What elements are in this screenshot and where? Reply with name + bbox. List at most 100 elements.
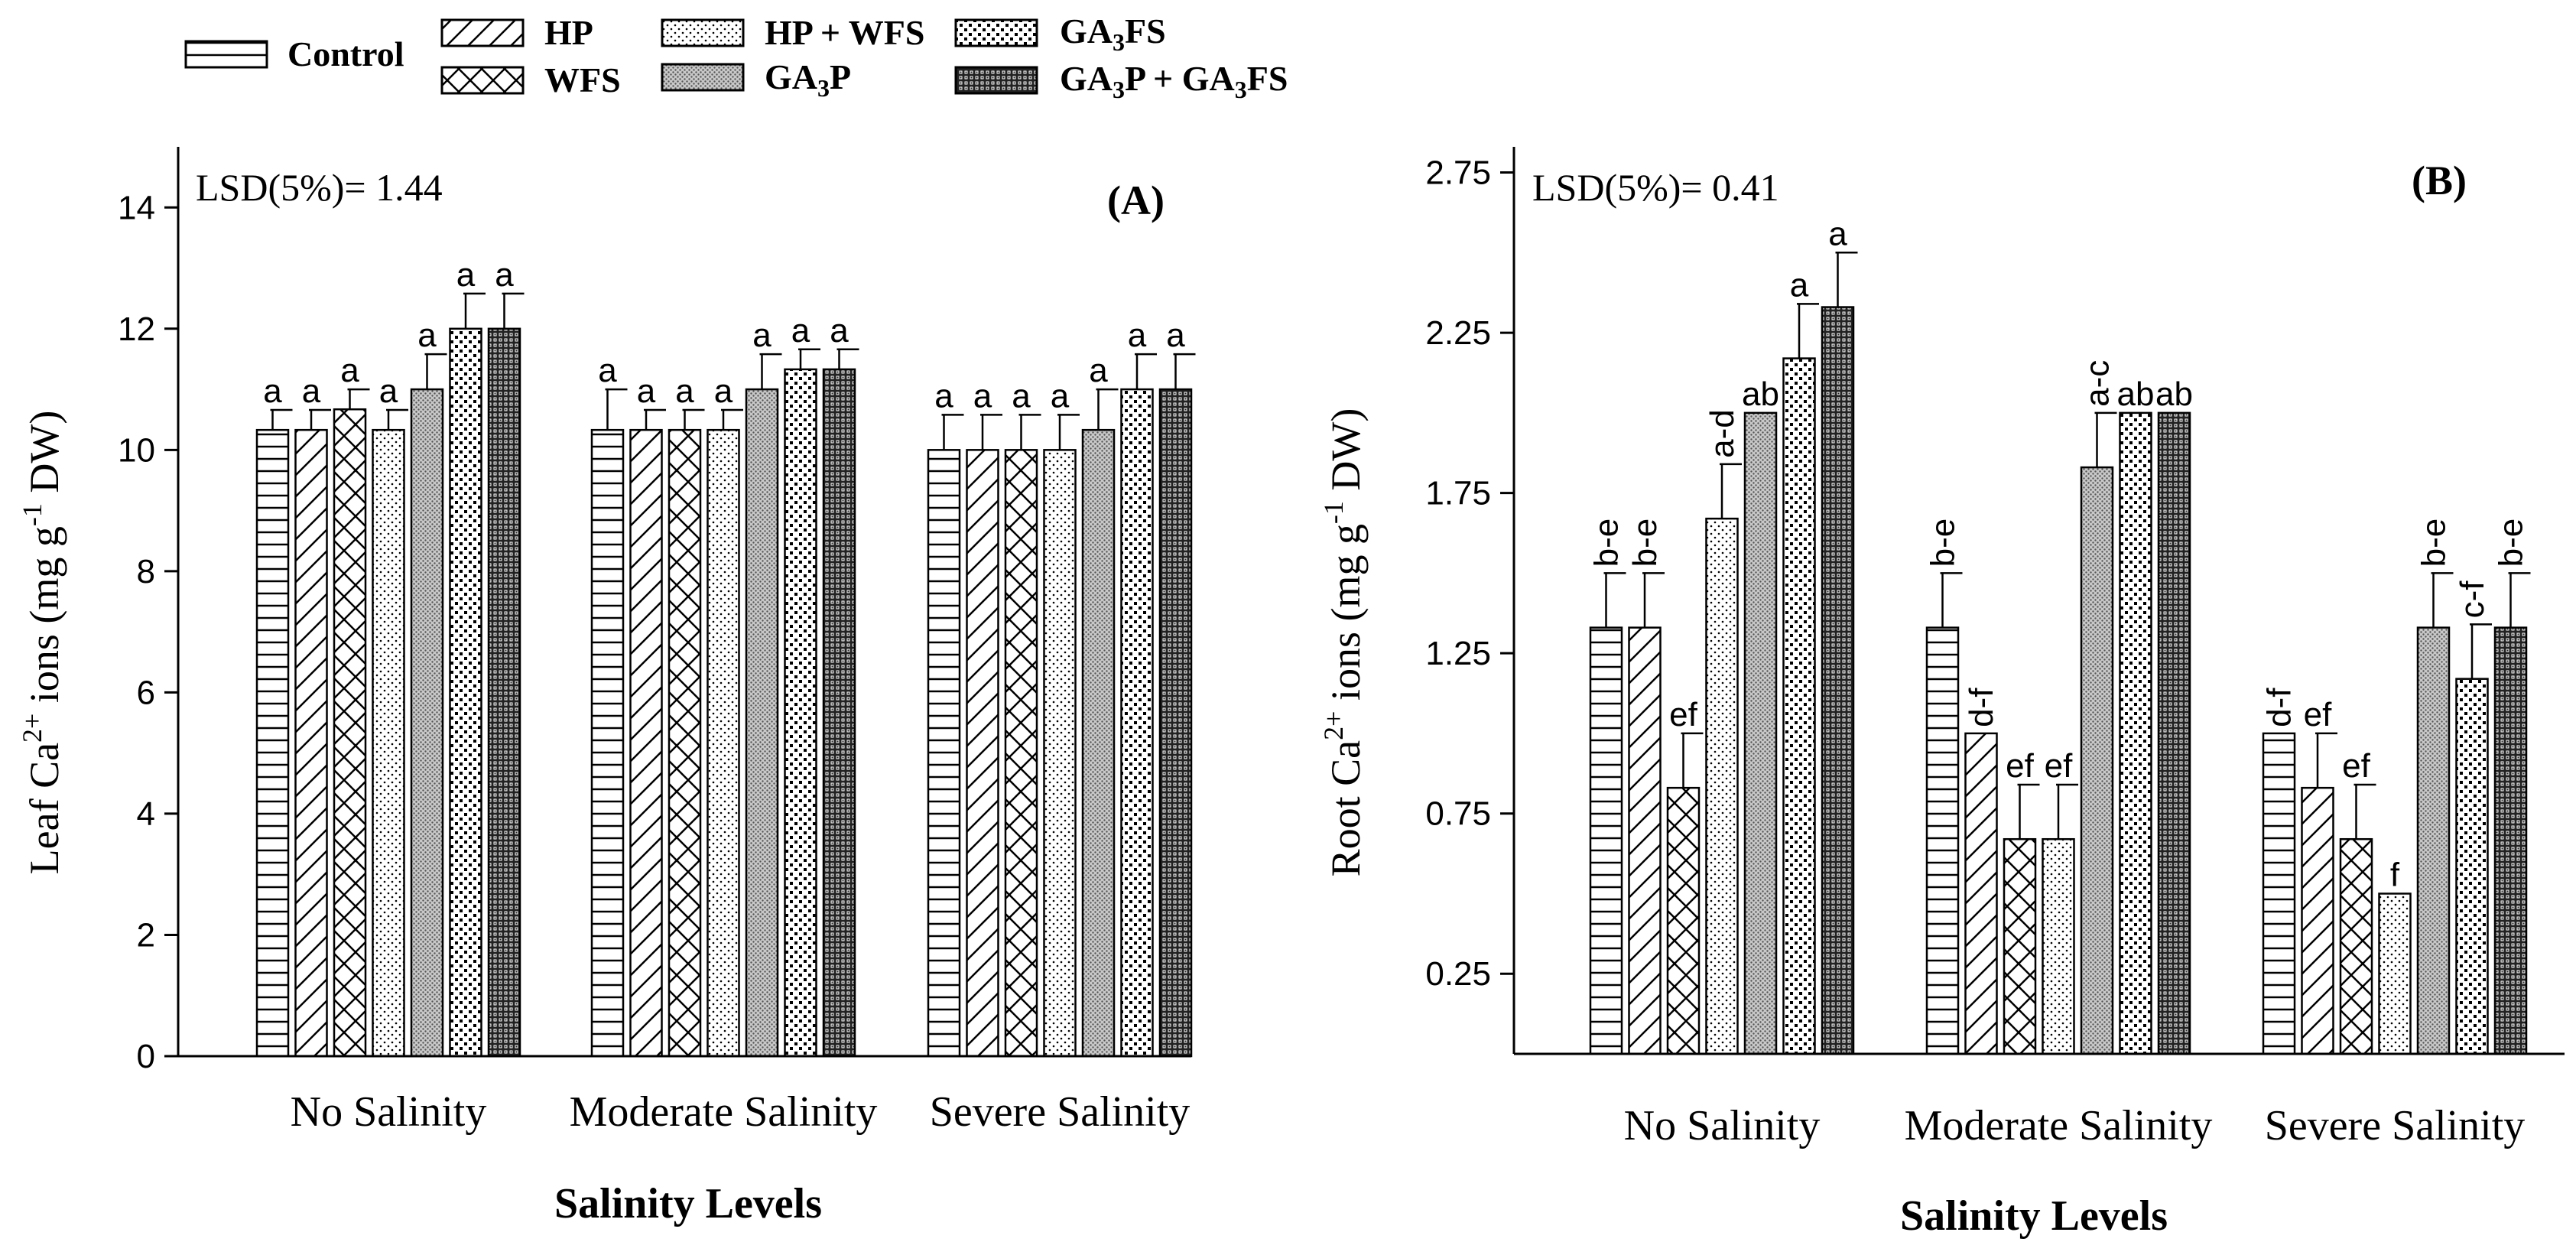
panel-b-sig-letter: a bbox=[1790, 266, 1809, 304]
panel-b-category-label: Severe Salinity bbox=[2265, 1102, 2526, 1149]
panel-a-bar-control bbox=[255, 428, 290, 1058]
panel-a-bar-ga3p-ga3fs bbox=[1158, 388, 1193, 1058]
panel-a-bar-hp-wfs bbox=[707, 428, 740, 1058]
legend-item-wfs: WFS bbox=[440, 60, 621, 99]
panel-b-bar-ga3p bbox=[2416, 626, 2451, 1055]
legend-swatch-ga3p-ga3fs bbox=[954, 66, 1038, 95]
panel-b-ytick-label: 2.25 bbox=[1425, 314, 1491, 352]
panel-a-sig-letter: a bbox=[752, 317, 772, 354]
panel-a-bar-ga3fs bbox=[784, 368, 817, 1058]
panel-a-bar-hp bbox=[629, 428, 663, 1058]
panel-b-xlabel: Salinity Levels bbox=[1900, 1192, 2168, 1240]
panel-b-ylabel: Root Ca2+ ions (mg g-1 DW) bbox=[1318, 408, 1369, 877]
panel-a-sig-letter: a bbox=[1166, 317, 1185, 354]
panel-a-sig-letter: a bbox=[302, 372, 321, 410]
panel-a-sig-letter: a bbox=[973, 377, 992, 415]
panel-a-bar-control bbox=[927, 449, 961, 1058]
panel-b-bar-control bbox=[1925, 626, 1960, 1055]
panel-b-sig-letter: c-f bbox=[2454, 580, 2491, 619]
panel-b-sig-letter: b-e bbox=[1588, 519, 1626, 567]
legend-swatch-hp-wfs bbox=[661, 18, 745, 47]
panel-a-category-label: No Salinity bbox=[291, 1088, 487, 1136]
legend-label-ga3fs: GA3FS bbox=[1060, 11, 1166, 56]
panel-a-bar-ga3p bbox=[1081, 428, 1116, 1058]
panel-b-ytick-label: 2.75 bbox=[1425, 154, 1491, 192]
panel-a-bar-control bbox=[590, 428, 625, 1058]
panel-a-bar-hp-wfs bbox=[1043, 449, 1077, 1058]
panel-b-bar-hp-wfs bbox=[1705, 517, 1739, 1055]
panel-a-ytick-label: 6 bbox=[137, 674, 155, 711]
panel-a-axes: 0 2 4 6 8 10 12 14 No Salinity Moderate Salinity S… bbox=[118, 147, 1191, 1136]
legend-swatch-wfs bbox=[440, 66, 525, 95]
panel-b-sig-letter: d-f bbox=[1963, 688, 2000, 727]
panel-a-sig-letter: a bbox=[1012, 377, 1031, 415]
panel-b-sig-letter: a bbox=[1828, 215, 1847, 252]
panel-a-bar-wfs bbox=[668, 428, 702, 1058]
panel-a-bar-wfs bbox=[333, 408, 367, 1058]
legend-label-ga3p-ga3fs: GA3P + GA3FS bbox=[1060, 59, 1288, 103]
legend: Control HP WFS HP + WFS GA3P GA3FS GA3P … bbox=[184, 11, 1288, 103]
panel-b-bar-hp bbox=[2301, 786, 2334, 1055]
panel-a-sig-letter: a bbox=[456, 256, 476, 294]
panel-a-sig-letter: a bbox=[1051, 377, 1070, 415]
panel-a-bar-ga3p-ga3fs bbox=[822, 368, 856, 1058]
legend-item-hp: HP bbox=[440, 13, 593, 52]
panel-b-sig-letter: a-d bbox=[1704, 409, 1741, 458]
panel-b-ytick-label: 1.75 bbox=[1425, 475, 1491, 512]
panel-a-sig-letter: a bbox=[379, 372, 398, 410]
panel-a-xlabel: Salinity Levels bbox=[554, 1180, 822, 1227]
panel-a-bar-wfs bbox=[1004, 449, 1038, 1058]
panel-a-sig-letter: a bbox=[714, 372, 733, 410]
panel-a-bar-ga3fs bbox=[449, 327, 482, 1058]
panel-b-bar-hp-wfs bbox=[2378, 892, 2412, 1055]
legend-swatch-control bbox=[184, 40, 268, 69]
legend-item-ga3p-ga3fs: GA3P + GA3FS bbox=[954, 59, 1288, 103]
panel-b-sig-letter: b-e bbox=[2415, 519, 2453, 567]
panel-b-sig-letter: b-e bbox=[1626, 519, 1664, 567]
panel-b-bar-wfs bbox=[2339, 837, 2373, 1055]
legend-swatch-ga3p bbox=[661, 63, 745, 92]
legend-item-ga3fs: GA3FS bbox=[954, 11, 1166, 56]
panel-a-sig-letter: a bbox=[637, 372, 656, 410]
panel-a-bar-ga3fs bbox=[1120, 388, 1154, 1058]
panel-a-ytick-label: 12 bbox=[118, 310, 155, 348]
panel-b-sig-letter: a-c bbox=[2079, 360, 2116, 407]
panel-b-sig-letter: d-f bbox=[2261, 688, 2298, 727]
panel-b-bar-hp bbox=[1628, 626, 1662, 1055]
legend-item-control: Control bbox=[184, 34, 404, 73]
panel-b-sig-letter: b-e bbox=[1925, 519, 1962, 567]
panel-b-axes: 0.25 0.75 1.25 1.75 2.25 2.75 No Salinity Moder… bbox=[1425, 147, 2565, 1149]
panel-a-bar-hp-wfs bbox=[372, 428, 405, 1058]
panel-b-bar-ga3fs bbox=[2119, 411, 2152, 1055]
panel-b-sig-letter: ef bbox=[2006, 747, 2034, 785]
panel-b-bar-ga3fs bbox=[2455, 678, 2489, 1055]
panel-a-ytick-label: 0 bbox=[137, 1038, 155, 1075]
panel-a-sig-letter: a bbox=[1128, 317, 1147, 354]
panel-a-bar-ga3p bbox=[410, 388, 444, 1058]
panel-b-bar-ga3p-ga3fs bbox=[2157, 411, 2191, 1055]
panel-a-sig-letter: a bbox=[1089, 352, 1108, 389]
legend-swatch-hp bbox=[440, 18, 525, 47]
panel-b-bar-ga3p bbox=[1743, 411, 1778, 1055]
legend-swatch-ga3fs bbox=[954, 18, 1038, 47]
legend-label-control: Control bbox=[287, 34, 404, 73]
panel-b-sig-letter: ab bbox=[2155, 376, 2193, 413]
panel-b-bar-ga3p-ga3fs bbox=[2493, 626, 2528, 1055]
panel-a-category-label: Severe Salinity bbox=[930, 1088, 1191, 1136]
legend-item-hp-wfs: HP + WFS bbox=[661, 13, 924, 52]
panel-a-lsd: LSD(5%)= 1.44 bbox=[196, 166, 443, 209]
panel-b-sig-letter: ef bbox=[2045, 747, 2073, 785]
panel-b-sig-letter: b-e bbox=[2493, 519, 2530, 567]
panel-a-sig-letter: a bbox=[417, 317, 437, 354]
panel-a-ylabel: Leaf Ca2+ ions (mg g-1 DW) bbox=[17, 411, 67, 875]
panel-b-sig-letter: f bbox=[2390, 856, 2400, 893]
panel-b-sig-letter: ef bbox=[1669, 696, 1697, 733]
panel-b-bar-hp bbox=[1964, 732, 1998, 1055]
panel-a-ytick-label: 4 bbox=[137, 795, 155, 833]
panel-b-ytick-label: 0.75 bbox=[1425, 795, 1491, 833]
panel-b-sig-letter: ef bbox=[2304, 696, 2332, 733]
panel-b-bar-ga3fs bbox=[1782, 357, 1816, 1055]
panel-b-bar-control bbox=[2262, 732, 2296, 1055]
